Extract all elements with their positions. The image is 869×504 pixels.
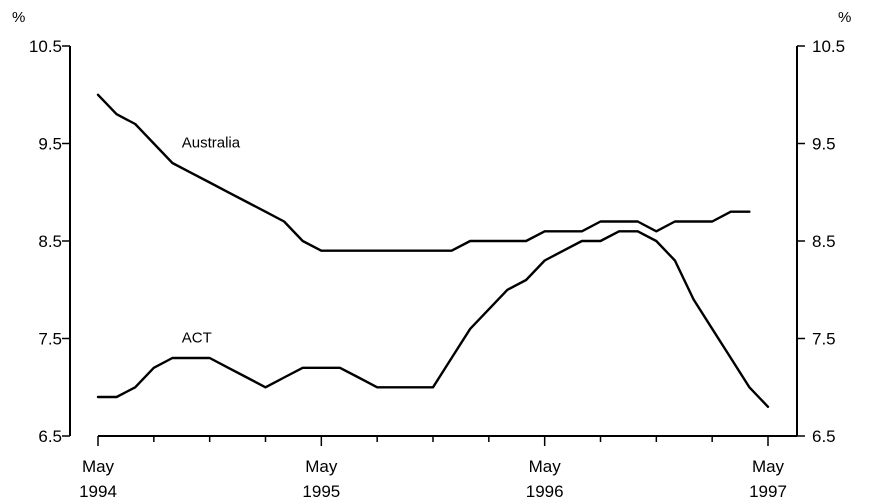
axes: [69, 46, 798, 437]
series-labels: Australia ACT: [182, 135, 241, 347]
left-y-tick-label: 8.5: [38, 232, 62, 251]
x-tick-label-month: May: [529, 457, 562, 476]
left-y-tick-label: 9.5: [38, 135, 62, 154]
x-tick-label-year: 1994: [79, 482, 117, 501]
x-tick-label-month: May: [305, 457, 338, 476]
x-tick-label-year: 1995: [302, 482, 340, 501]
x-tick-label-year: 1997: [749, 482, 787, 501]
left-y-tick-label: 6.5: [38, 427, 62, 446]
right-y-tick-label: 7.5: [812, 330, 836, 349]
right-y-tick-label: 10.5: [812, 37, 845, 56]
x-tick-label-month: May: [82, 457, 115, 476]
series-label-australia: Australia: [182, 135, 241, 152]
x-tick-label-month: May: [752, 457, 785, 476]
right-y-tick-label: 8.5: [812, 232, 836, 251]
left-y-tick-label: 7.5: [38, 330, 62, 349]
left-y-tick-label: 10.5: [29, 37, 62, 56]
right-y-unit: %: [838, 9, 851, 26]
left-y-unit: %: [12, 9, 25, 26]
series-line-australia: [96, 93, 751, 252]
right-y-tick-label: 9.5: [812, 135, 836, 154]
series-line-act: [96, 230, 770, 408]
x-tick-label-year: 1996: [526, 482, 564, 501]
right-y-tick-label: 6.5: [812, 427, 836, 446]
ticks: 10.5 10.5 9.5 9.5 8.5 8.5 7.5 7.5 6.5 6.5 May 1994 M…: [29, 37, 845, 501]
series-lines: [96, 93, 770, 408]
series-label-act: ACT: [182, 330, 212, 347]
